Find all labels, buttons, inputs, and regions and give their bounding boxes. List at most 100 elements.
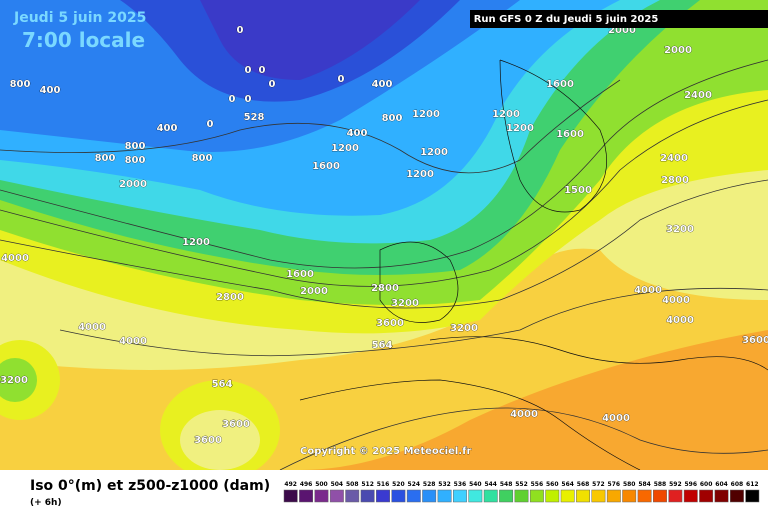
contour-label: 800 <box>192 153 213 164</box>
legend-label: 520 <box>392 481 405 488</box>
legend-label: 568 <box>577 481 590 488</box>
legend-label: 556 <box>531 481 544 488</box>
legend-swatch <box>283 489 298 503</box>
contour-label: 4000 <box>602 413 630 424</box>
contour-label: 0 <box>207 119 214 130</box>
legend-label: 604 <box>715 481 728 488</box>
legend-swatch <box>514 489 529 503</box>
coastlines <box>299 59 768 471</box>
legend-swatch <box>745 489 760 503</box>
contour-label: 4000 <box>119 336 147 347</box>
copyright: Copyright © 2025 Meteociel.fr <box>300 446 471 457</box>
contour-label: 1200 <box>406 169 434 180</box>
legend-swatch <box>606 489 621 503</box>
run: Run GFS 0 Z du Jeudi 5 juin 2025 <box>474 14 659 25</box>
legend-swatch <box>591 489 606 503</box>
legend-swatch <box>729 489 744 503</box>
contour-label: 800 <box>125 141 146 152</box>
contour-label: 0 <box>259 65 266 76</box>
run-box <box>470 10 768 28</box>
legend-swatch <box>345 489 360 503</box>
contour-label: 1200 <box>506 123 534 134</box>
legend-swatch <box>422 489 437 503</box>
contour-label: 564 <box>212 379 233 390</box>
legend-label: 552 <box>515 481 528 488</box>
legend-label: 584 <box>638 481 651 488</box>
contour-label: 0 <box>245 94 252 105</box>
legend-swatch <box>683 489 698 503</box>
legend-label: 596 <box>684 481 697 488</box>
contour-lines <box>0 59 768 471</box>
legend-label: 496 <box>300 481 313 488</box>
legend-swatch <box>637 489 652 503</box>
footer-lead: (+ 6h) <box>30 498 62 508</box>
legend-label: 492 <box>284 481 297 488</box>
legend: 492 496 500 504 508 512 516 520 524 528 532 536 540 5… <box>283 481 760 503</box>
legend-swatch <box>483 489 498 503</box>
contour-label: 400 <box>372 79 393 90</box>
legend-swatch <box>299 489 314 503</box>
legend-label: 508 <box>346 481 359 488</box>
legend-label: 572 <box>592 481 605 488</box>
contour-label: 2000 <box>300 286 328 297</box>
contour-label: 1600 <box>286 269 314 280</box>
legend-label: 544 <box>484 481 497 488</box>
legend-swatch <box>714 489 729 503</box>
legend-label: 536 <box>454 481 467 488</box>
legend-swatch <box>545 489 560 503</box>
date: Jeudi 5 juin 2025 <box>13 10 146 26</box>
contour-label: 0 <box>338 74 345 85</box>
contour-label: 800 <box>95 153 116 164</box>
legend-swatch <box>391 489 406 503</box>
contour-label: 3600 <box>376 318 404 329</box>
legend-swatch <box>560 489 575 503</box>
contour-label: 0 <box>245 65 252 76</box>
contour-label: 2400 <box>660 153 688 164</box>
contour-label: 3600 <box>194 435 222 446</box>
legend-swatch <box>653 489 667 503</box>
legend-swatch <box>453 489 467 503</box>
legend-swatch <box>622 489 637 503</box>
legend-label: 608 <box>731 481 744 488</box>
contour-label: 2000 <box>664 45 692 56</box>
legend-label: 500 <box>315 481 328 488</box>
contour-label: 2000 <box>608 25 636 36</box>
contour-label: 564 <box>372 340 393 351</box>
contour-label: 3600 <box>222 419 250 430</box>
contour-label: 1200 <box>182 237 210 248</box>
contour-label: 2800 <box>216 292 244 303</box>
legend-swatch <box>329 489 344 503</box>
legend-label: 600 <box>700 481 713 488</box>
legend-label: 588 <box>654 481 667 488</box>
legend-label: 580 <box>623 481 636 488</box>
legend-swatch <box>437 489 452 503</box>
contour-label: 400 <box>40 85 61 96</box>
contour-label: 4000 <box>1 253 29 264</box>
legend-label: 512 <box>361 481 374 488</box>
contour-label: 1200 <box>492 109 520 120</box>
legend-label: 560 <box>546 481 559 488</box>
legend-label: 564 <box>561 481 574 488</box>
legend-swatch <box>468 489 483 503</box>
contour-label: 2800 <box>661 175 689 186</box>
legend-label: 516 <box>377 481 390 488</box>
contour-label: 400 <box>347 128 368 139</box>
legend-label: 524 <box>408 481 421 488</box>
contour-label: 0 <box>237 25 244 36</box>
contour-label: 3200 <box>391 298 419 309</box>
contour-label: 0 <box>229 94 236 105</box>
time: 7:00 locale <box>22 28 145 52</box>
legend-label: 548 <box>500 481 513 488</box>
legend-swatch <box>406 489 421 503</box>
contour-label: 4000 <box>666 315 694 326</box>
legend-swatch <box>376 489 390 503</box>
legend-swatch <box>360 489 375 503</box>
legend-swatch <box>314 489 329 503</box>
legend-label: 504 <box>331 481 344 488</box>
contour-label: 2000 <box>119 179 147 190</box>
legend-swatch <box>529 489 544 503</box>
legend-swatch <box>576 489 590 503</box>
legend-label: 528 <box>423 481 436 488</box>
